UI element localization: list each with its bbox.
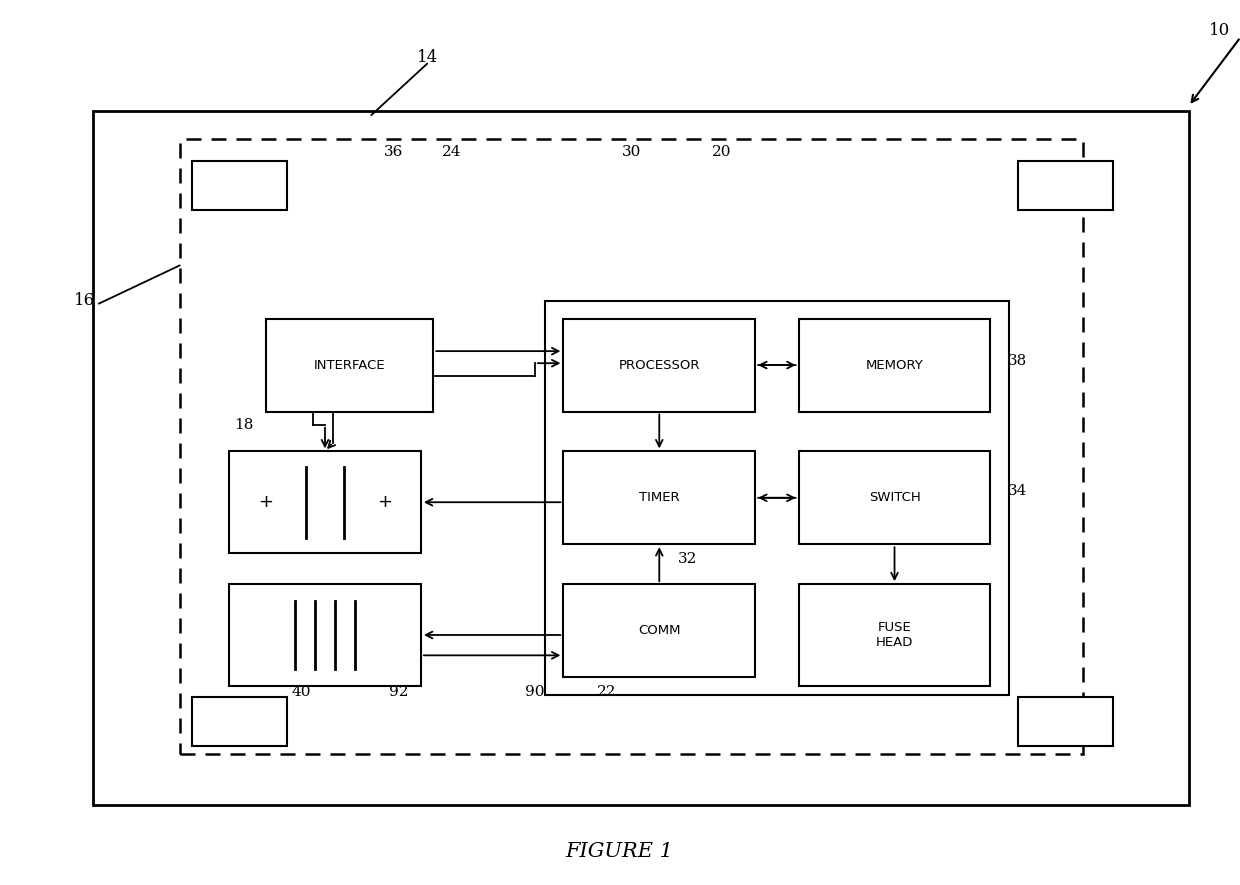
Text: 30: 30 [621, 145, 641, 159]
Text: +: + [377, 493, 392, 512]
Text: 90: 90 [525, 685, 544, 699]
Text: 16: 16 [73, 292, 94, 310]
Text: MEMORY: MEMORY [866, 358, 924, 372]
Text: 10: 10 [1209, 22, 1230, 40]
Bar [563, 584, 755, 677]
Text: SWITCH: SWITCH [869, 491, 920, 504]
Bar [229, 584, 420, 686]
Text: FIGURE 1: FIGURE 1 [565, 842, 673, 861]
Bar [192, 161, 288, 210]
Text: +: + [258, 493, 273, 512]
Text: 40: 40 [291, 685, 310, 699]
Text: FUSE
HEAD: FUSE HEAD [875, 621, 913, 649]
Bar [1018, 161, 1114, 210]
Bar [267, 319, 433, 412]
Text: 22: 22 [596, 685, 616, 699]
Text: 92: 92 [389, 685, 408, 699]
Text: PROCESSOR: PROCESSOR [619, 358, 701, 372]
Bar [799, 584, 991, 686]
Bar [192, 697, 288, 746]
Text: 20: 20 [712, 145, 732, 159]
Text: 14: 14 [417, 49, 438, 66]
Bar [563, 451, 755, 544]
Bar [799, 319, 991, 412]
Text: 32: 32 [677, 552, 697, 566]
Bar [1018, 697, 1114, 746]
Text: 34: 34 [1008, 484, 1028, 498]
Bar [229, 451, 420, 553]
Text: INTERFACE: INTERFACE [314, 358, 386, 372]
Bar [180, 139, 1084, 754]
Text: 38: 38 [1008, 354, 1027, 368]
Text: 24: 24 [443, 145, 461, 159]
Bar [544, 301, 1009, 695]
Text: TIMER: TIMER [639, 491, 680, 504]
Text: 36: 36 [384, 145, 403, 159]
Bar [799, 451, 991, 544]
Text: 18: 18 [234, 418, 254, 432]
Bar [93, 111, 1189, 805]
Bar [563, 319, 755, 412]
Text: COMM: COMM [639, 624, 681, 637]
